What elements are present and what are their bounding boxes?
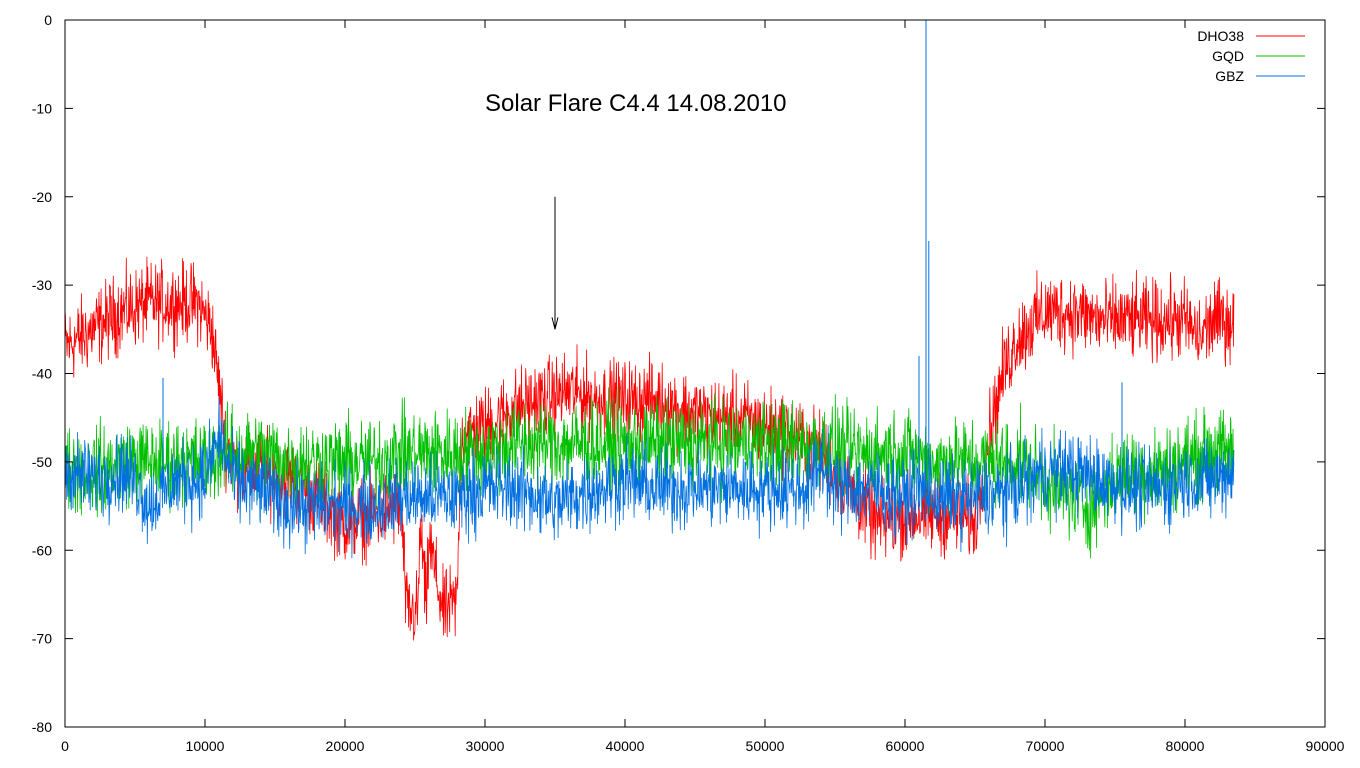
annotation: Solar Flare C4.4 14.08.2010: [485, 90, 787, 330]
x-tick-label: 0: [61, 738, 69, 754]
y-tick-label: -80: [32, 719, 52, 735]
x-tick-label: 90000: [1306, 738, 1345, 754]
x-tick-label: 10000: [186, 738, 225, 754]
legend-label-gbz: GBZ: [1215, 68, 1244, 84]
x-tick-label: 70000: [1026, 738, 1065, 754]
x-tick-label: 20000: [326, 738, 365, 754]
plot-frame: [64, 19, 1326, 728]
y-tick-label: -10: [32, 100, 52, 116]
legend-label-gqd: GQD: [1212, 48, 1244, 64]
y-tick-label: -20: [32, 189, 52, 205]
annotation-arrowhead: [551, 317, 559, 330]
legend: DHO38 GQD GBZ: [1197, 28, 1305, 84]
y-tick-label: -50: [32, 454, 52, 470]
legend-label-dho38: DHO38: [1197, 28, 1244, 44]
y-tick-label: -60: [32, 542, 52, 558]
x-tick-label: 30000: [466, 738, 505, 754]
x-tick-label: 40000: [606, 738, 645, 754]
annotation-text: Solar Flare C4.4 14.08.2010: [485, 90, 787, 117]
x-tick-label: 80000: [1166, 738, 1205, 754]
x-tick-label: 50000: [746, 738, 785, 754]
series-traces: [64, 20, 1235, 641]
x-tick-label: 60000: [886, 738, 925, 754]
x-axis: 0 10000 20000 30000 40000 50000 60000 70000 8000…: [61, 20, 1345, 754]
y-tick-label: -30: [32, 277, 52, 293]
series-line-gbz: [64, 397, 1235, 559]
y-tick-label: -40: [32, 366, 52, 382]
y-tick-label: -70: [32, 631, 52, 647]
y-tick-label: 0: [44, 12, 52, 28]
y-axis: 0 -10 -20 -30 -40 -50 -60 -70 -80: [32, 12, 1325, 735]
